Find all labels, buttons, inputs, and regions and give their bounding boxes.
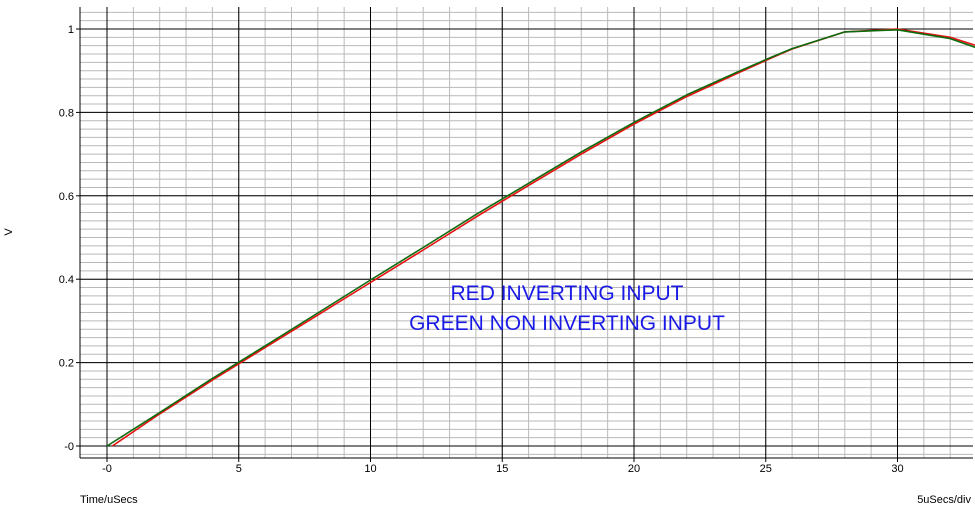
y-axis-ticks: -0 0.2 0.4 0.6 0.8 1 <box>59 24 80 453</box>
major-grid <box>79 7 973 459</box>
x-tick-label: 30 <box>891 463 903 475</box>
y-tick-label: 0.6 <box>59 191 74 203</box>
y-tick-label: 0.2 <box>59 358 74 370</box>
y-tick-label: -0 <box>64 441 74 453</box>
x-axis-ticks: -0 5 10 15 20 25 30 <box>102 458 904 475</box>
x-tick-label: -0 <box>102 463 112 475</box>
y-tick-label: 0.8 <box>59 107 74 119</box>
y-tick-label: 0.4 <box>59 274 74 286</box>
x-tick-label: 20 <box>628 463 640 475</box>
x-tick-label: 15 <box>496 463 508 475</box>
x-tick-label: 10 <box>364 463 376 475</box>
x-scale-label: 5uSecs/div <box>917 494 971 506</box>
series-layer <box>106 28 975 447</box>
annotation-green-label: GREEN NON INVERTING INPUT <box>409 312 725 335</box>
plot-background <box>80 7 973 458</box>
series-line-2 <box>106 28 975 447</box>
y-tick-label: 1 <box>68 24 74 36</box>
x-tick-label: 25 <box>760 463 772 475</box>
x-tick-label: 5 <box>236 463 242 475</box>
annotation-red-label: RED INVERTING INPUT <box>451 282 684 305</box>
x-axis-label: Time/uSecs <box>80 494 138 506</box>
y-axis-label: V <box>3 228 15 236</box>
